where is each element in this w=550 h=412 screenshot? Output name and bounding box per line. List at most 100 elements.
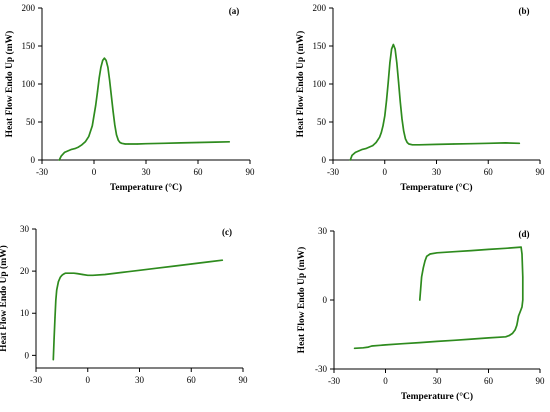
data-point bbox=[403, 130, 405, 132]
data-point bbox=[114, 124, 116, 126]
y-axis-title: Heat Flow Endo Up (mW) bbox=[296, 247, 307, 354]
x-tick-label: 30 bbox=[432, 167, 442, 177]
data-point bbox=[354, 151, 356, 153]
data-point bbox=[487, 248, 490, 250]
data-point bbox=[399, 101, 401, 103]
data-point bbox=[418, 144, 420, 146]
data-point bbox=[358, 150, 360, 152]
data-point bbox=[384, 344, 387, 346]
data-point bbox=[53, 337, 55, 340]
data-point bbox=[109, 79, 111, 81]
data-point bbox=[375, 141, 377, 144]
data-point bbox=[84, 141, 86, 143]
data-point bbox=[521, 306, 523, 308]
series-line bbox=[52, 259, 224, 361]
data-point bbox=[112, 110, 114, 112]
data-point bbox=[401, 118, 403, 120]
data-point bbox=[354, 347, 356, 349]
data-point bbox=[121, 271, 123, 273]
data-point bbox=[511, 332, 514, 334]
data-point bbox=[77, 146, 79, 148]
x-tick-label: 30 bbox=[142, 167, 152, 177]
data-point bbox=[145, 143, 147, 145]
data-point bbox=[504, 142, 507, 144]
y-tick-label: -30 bbox=[315, 364, 327, 374]
x-axis-title: Temperature (°C) bbox=[110, 182, 182, 193]
y-tick-label: 50 bbox=[317, 117, 327, 127]
data-point bbox=[392, 43, 394, 46]
data-point bbox=[419, 299, 421, 301]
panel-label: (c) bbox=[222, 227, 232, 237]
x-tick-label: 30 bbox=[135, 375, 145, 385]
data-point bbox=[69, 272, 72, 274]
data-point bbox=[74, 148, 76, 150]
data-point bbox=[453, 339, 455, 341]
panel-label: (d) bbox=[519, 229, 530, 239]
data-point bbox=[76, 273, 78, 275]
data-point bbox=[398, 81, 400, 84]
data-point bbox=[519, 310, 521, 313]
data-point bbox=[73, 272, 75, 274]
data-point bbox=[115, 134, 118, 136]
data-point bbox=[82, 273, 84, 276]
y-tick-label: 200 bbox=[313, 3, 327, 13]
data-point bbox=[372, 145, 374, 147]
x-tick-label: 60 bbox=[484, 167, 494, 177]
x-tick-label: 90 bbox=[536, 376, 546, 386]
x-tick-label: 60 bbox=[484, 376, 494, 386]
data-point bbox=[67, 150, 69, 152]
data-point bbox=[52, 359, 54, 361]
y-tick-label: 30 bbox=[20, 224, 30, 234]
data-point bbox=[396, 62, 398, 64]
data-point bbox=[100, 66, 102, 68]
x-tick-label: -30 bbox=[36, 167, 48, 177]
x-tick-label: 60 bbox=[187, 375, 197, 385]
y-tick-label: 30 bbox=[318, 226, 328, 236]
y-tick-label: 0 bbox=[25, 350, 30, 360]
data-point bbox=[156, 267, 158, 269]
data-point bbox=[424, 260, 426, 262]
data-point bbox=[380, 132, 382, 134]
data-point bbox=[95, 104, 97, 106]
data-point bbox=[368, 146, 370, 148]
y-axis-title: Heat Flow Endo Up (mW) bbox=[0, 245, 9, 352]
data-point bbox=[58, 159, 60, 161]
data-point bbox=[404, 138, 406, 140]
y-tick-label: 10 bbox=[20, 308, 30, 318]
data-point bbox=[138, 269, 141, 271]
data-point bbox=[379, 136, 381, 138]
x-axis-title: Temperature (°C) bbox=[400, 182, 472, 193]
data-point bbox=[521, 253, 523, 255]
series-line bbox=[349, 43, 521, 161]
data-point bbox=[362, 347, 364, 349]
y-tick-label: 50 bbox=[26, 117, 36, 127]
data-point bbox=[56, 289, 58, 291]
data-point bbox=[487, 337, 490, 339]
data-point bbox=[421, 276, 423, 278]
data-point bbox=[63, 151, 66, 153]
data-point bbox=[391, 48, 393, 50]
data-point bbox=[68, 272, 70, 274]
y-tick-label: 200 bbox=[22, 3, 36, 13]
x-tick-label: 90 bbox=[239, 375, 249, 385]
y-tick-label: 0 bbox=[322, 155, 327, 165]
data-point bbox=[103, 57, 105, 59]
data-point bbox=[426, 255, 428, 257]
data-point bbox=[104, 273, 106, 276]
y-tick-label: 20 bbox=[20, 266, 30, 276]
x-tick-label: 30 bbox=[433, 376, 443, 386]
data-point bbox=[119, 141, 121, 144]
data-point bbox=[88, 135, 90, 137]
data-point bbox=[351, 154, 353, 156]
data-point bbox=[81, 144, 83, 146]
x-tick-label: 0 bbox=[92, 167, 97, 177]
data-point bbox=[505, 247, 507, 249]
data-point bbox=[57, 281, 60, 283]
data-point bbox=[422, 267, 424, 269]
data-point bbox=[419, 342, 421, 344]
data-point bbox=[384, 115, 386, 117]
data-point bbox=[385, 100, 388, 102]
data-point bbox=[98, 77, 100, 79]
